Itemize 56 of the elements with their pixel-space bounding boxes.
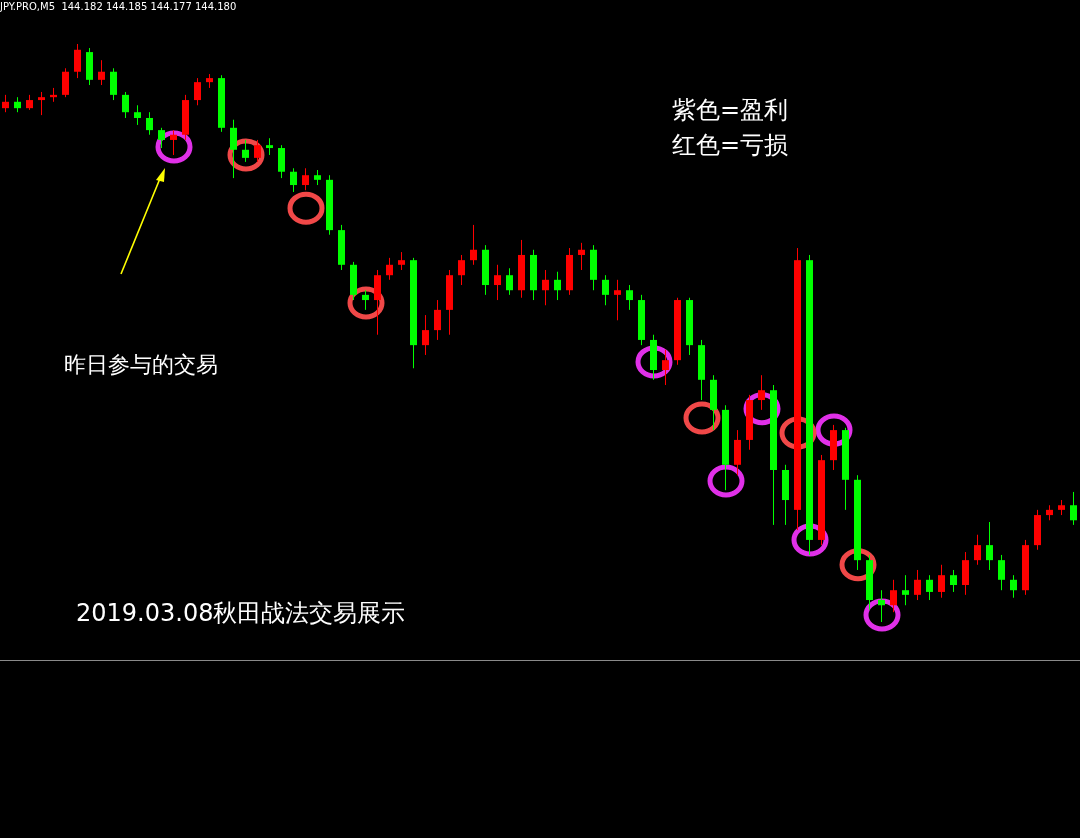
candlestick (386, 257, 393, 281)
point (287, 191, 325, 225)
candlestick (278, 144, 285, 179)
candlestick (974, 534, 981, 566)
candlestick (470, 224, 477, 266)
candlestick (158, 127, 165, 149)
candlestick (230, 119, 237, 179)
candlestick (614, 279, 621, 321)
candlestick (914, 569, 921, 601)
candlestick (254, 139, 261, 163)
candlestick (110, 67, 117, 101)
candlestick (602, 274, 609, 306)
candlestick (302, 167, 309, 191)
candlestick (1070, 491, 1077, 526)
candlestick (950, 569, 957, 593)
candlestick (38, 91, 45, 116)
candlestick (290, 167, 297, 193)
candlestick (98, 59, 105, 86)
annotation: 2019.03.08秋田战法交易展示 (76, 598, 406, 629)
candlestick (422, 314, 429, 356)
point (227, 138, 265, 172)
candlestick (986, 521, 993, 571)
candlestick (878, 589, 885, 623)
point (155, 130, 193, 164)
point (683, 401, 721, 435)
candlestick (902, 574, 909, 606)
candlestick (506, 267, 513, 296)
candlestick (434, 299, 441, 341)
candlestick (758, 374, 765, 411)
annotation: 红色=亏损 (672, 130, 789, 161)
candlestick (542, 269, 549, 306)
candlestick (494, 264, 501, 301)
candlestick (74, 43, 81, 79)
candlestick (938, 564, 945, 599)
annotation: 紫色=盈利 (672, 95, 789, 126)
annotation: 昨日参与的交易 (64, 351, 218, 379)
candlestick (146, 111, 153, 136)
candlestick (170, 129, 177, 156)
candlestick (134, 104, 141, 126)
chart-title: JPY.PRO,M5 144.182 144.185 144.177 144.180 (0, 1, 237, 12)
candlestick (662, 349, 669, 386)
candlestick (194, 77, 201, 106)
candlestick (458, 254, 465, 286)
candlestick (362, 289, 369, 311)
point (863, 598, 901, 632)
point (707, 464, 745, 498)
candlestick (926, 574, 933, 601)
candlestick (122, 91, 129, 119)
candlestick (62, 67, 69, 98)
candlestick (998, 554, 1005, 591)
candlestick (578, 242, 585, 271)
candlestick (626, 284, 633, 311)
candlestick (890, 579, 897, 613)
candlestick (242, 139, 249, 163)
candlestick (554, 271, 561, 301)
candlestick (1010, 574, 1017, 599)
